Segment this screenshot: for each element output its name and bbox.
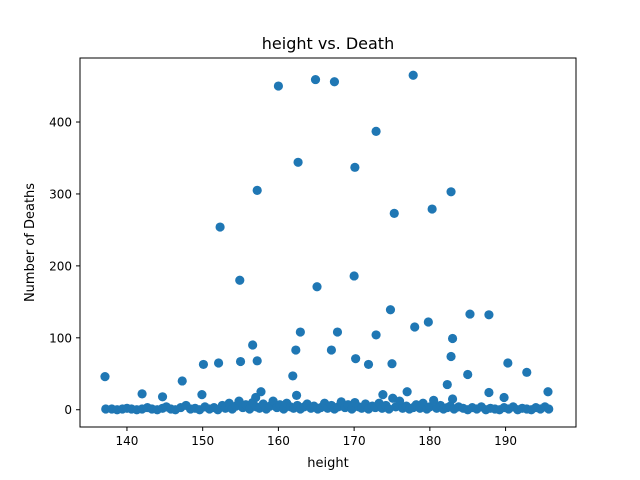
data-point [177,376,187,386]
data-point [197,390,207,400]
data-point [410,322,420,332]
data-point [332,327,343,337]
x-axis-ticks: 140 150 160 170 180 190 [115,427,517,448]
scatter-points [100,70,554,415]
data-point [522,367,532,377]
data-point [446,351,456,362]
data-point [408,70,418,80]
y-tick-label: 400 [49,116,72,130]
data-point [402,387,412,397]
data-point [248,340,258,350]
data-point [198,359,209,370]
data-point [385,305,396,315]
data-point [447,394,458,404]
data-point [363,359,374,370]
x-tick-label: 160 [267,434,290,448]
data-point [429,395,439,405]
data-point [215,222,225,232]
data-point [465,309,475,319]
data-point [137,389,147,399]
data-point [235,275,245,285]
y-axis-ticks: 0 100 200 300 400 [49,116,80,417]
data-point [100,372,110,382]
data-point [544,404,554,414]
data-point [351,354,361,364]
data-point [291,345,301,355]
x-tick-label: 150 [191,434,214,448]
data-point [389,208,399,218]
data-point [350,162,360,172]
y-axis-label: Number of Deaths [23,183,38,302]
data-point [446,187,456,197]
data-point [371,126,381,136]
data-point [499,392,509,403]
data-point [447,333,458,344]
data-point [423,317,433,327]
data-point [213,358,224,368]
data-point [378,390,388,400]
data-point [442,379,452,390]
data-point [484,387,494,398]
data-point [329,77,340,87]
data-point [543,387,553,397]
data-point [293,157,303,167]
data-point [326,345,337,355]
data-point [310,74,321,85]
x-tick-label: 140 [115,434,138,448]
x-tick-label: 180 [418,434,441,448]
chart-title: height vs. Death [262,34,394,53]
data-point [252,356,262,366]
data-point [312,282,322,292]
x-axis-label: height [307,456,348,471]
data-point [349,271,359,281]
data-point [484,310,494,320]
y-tick-label: 0 [64,403,72,417]
data-point [291,390,302,400]
x-tick-label: 170 [343,434,366,448]
data-point [235,356,246,367]
y-tick-label: 300 [49,187,72,201]
data-point [371,330,381,340]
data-point [503,358,513,368]
data-point [427,204,437,214]
data-point [252,185,262,195]
data-point [295,327,305,337]
x-tick-label: 190 [494,434,517,448]
data-point [288,371,298,381]
y-tick-label: 200 [49,259,72,273]
data-point [387,359,397,369]
data-point [157,392,168,402]
data-point [463,369,473,380]
data-point [394,396,405,406]
y-tick-label: 100 [49,331,72,345]
data-point [273,81,283,91]
plot-frame [79,57,577,428]
